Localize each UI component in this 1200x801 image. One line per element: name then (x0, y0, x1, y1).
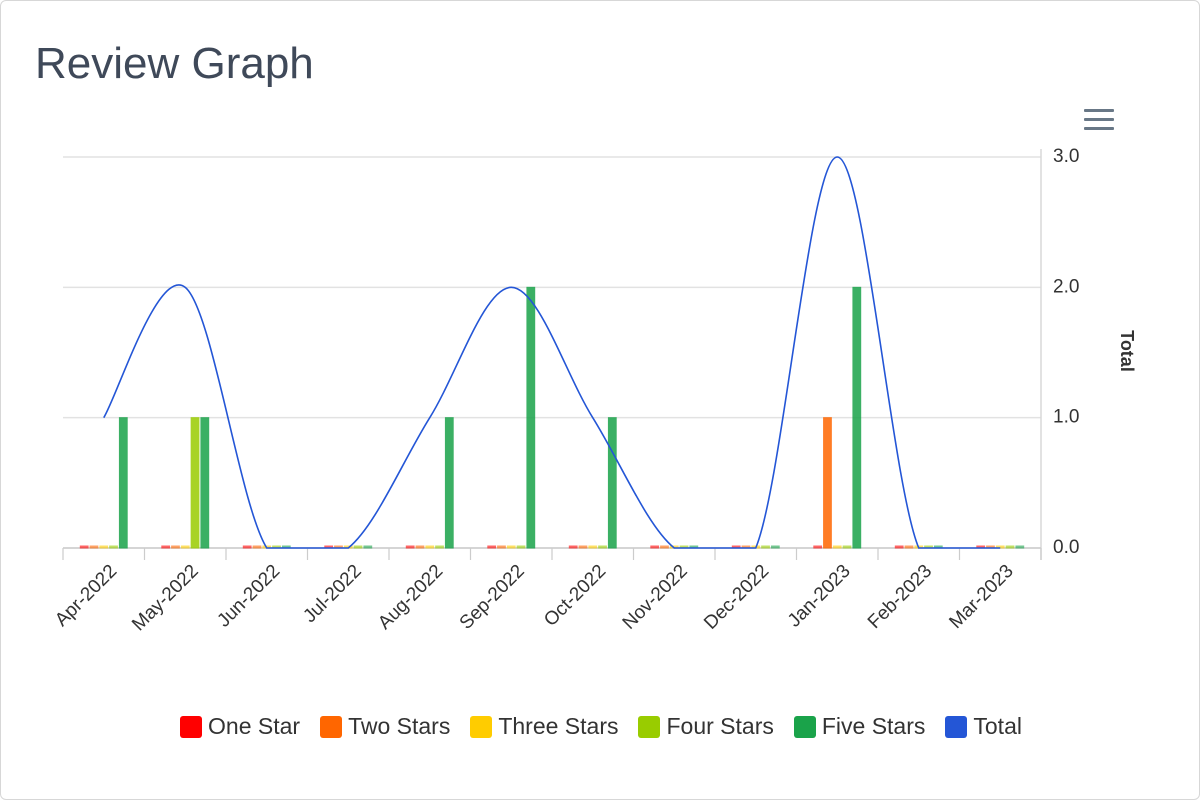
bar (161, 545, 171, 549)
bar (607, 417, 617, 549)
x-tick-label: Jan-2023 (784, 561, 855, 632)
x-tick-label: Dec-2022 (700, 561, 773, 634)
chart-legend: One Star Two Stars Three Stars Four Stars Fi… (1, 713, 1200, 740)
legend-label: One Star (208, 713, 301, 739)
y-tick-label: 1.0 (1053, 407, 1079, 428)
bar (588, 545, 598, 549)
legend-swatch (320, 715, 343, 738)
legend-label: Four Stars (666, 713, 774, 739)
bar (842, 545, 852, 549)
bar (578, 545, 588, 549)
x-tick-label: Aug-2022 (374, 561, 447, 634)
bar (242, 545, 252, 549)
x-tick-label: Jun-2022 (213, 561, 284, 632)
y-tick-label: 2.0 (1053, 276, 1079, 297)
legend-item[interactable]: One Star (180, 713, 300, 740)
legend-item[interactable]: Four Stars (638, 713, 774, 740)
x-tick-label: Mar-2023 (945, 561, 1017, 633)
legend-swatch (945, 715, 968, 738)
bar (425, 545, 435, 549)
legend-swatch (180, 715, 203, 738)
legend-item[interactable]: Three Stars (470, 713, 618, 740)
legend-label: Three Stars (498, 713, 619, 739)
bar (109, 545, 118, 549)
total-line (103, 156, 1001, 549)
bar (99, 545, 109, 549)
bar (852, 286, 862, 549)
bar (353, 545, 363, 549)
y-tick-label: 0.0 (1053, 537, 1079, 558)
y-axis-title: Total (1117, 330, 1137, 372)
bar (770, 545, 780, 549)
bar (405, 545, 415, 549)
hamburger-menu-icon[interactable] (1081, 109, 1117, 135)
x-tick-label: Sep-2022 (456, 561, 529, 634)
x-tick-label: Feb-2023 (864, 561, 936, 633)
bar (650, 545, 660, 549)
y-tick-label: 3.0 (1053, 146, 1079, 167)
legend-item[interactable]: Five Stars (793, 713, 926, 740)
x-tick-label: Jul-2022 (299, 561, 365, 627)
x-tick-label: Nov-2022 (619, 561, 692, 634)
bar (435, 545, 444, 549)
bar (598, 545, 607, 549)
x-tick-label: Oct-2022 (540, 561, 610, 631)
legend-swatch (470, 715, 493, 738)
bar (832, 545, 842, 549)
x-tick-label: May-2022 (128, 561, 203, 636)
legend-item[interactable]: Two Stars (320, 713, 450, 740)
bar (180, 545, 190, 549)
page-title: Review Graph (35, 39, 314, 88)
bar (568, 545, 578, 549)
x-tick-label: Apr-2022 (51, 561, 121, 631)
bar (1015, 545, 1025, 549)
legend-label: Total (973, 713, 1022, 739)
bar (487, 545, 497, 549)
bar (79, 545, 89, 549)
bar (444, 417, 454, 549)
bar (526, 286, 536, 549)
bar (497, 545, 506, 549)
legend-label: Five Stars (821, 713, 926, 739)
legend-label: Two Stars (348, 713, 451, 739)
bar (506, 545, 516, 549)
bar (363, 545, 373, 549)
bar (516, 545, 526, 549)
bar (118, 417, 128, 549)
bar (252, 545, 262, 549)
bar (415, 545, 425, 549)
bar (904, 545, 914, 549)
legend-swatch (793, 715, 816, 738)
bar (761, 545, 770, 549)
legend-item[interactable]: Total (945, 713, 1022, 740)
bar (89, 545, 99, 549)
bar (660, 545, 669, 549)
bar (1005, 545, 1015, 549)
bar (190, 417, 200, 549)
bar (171, 545, 180, 549)
bar (200, 417, 210, 549)
bar (894, 545, 904, 549)
bar (823, 417, 832, 549)
bar (813, 545, 823, 549)
legend-swatch (638, 715, 661, 738)
